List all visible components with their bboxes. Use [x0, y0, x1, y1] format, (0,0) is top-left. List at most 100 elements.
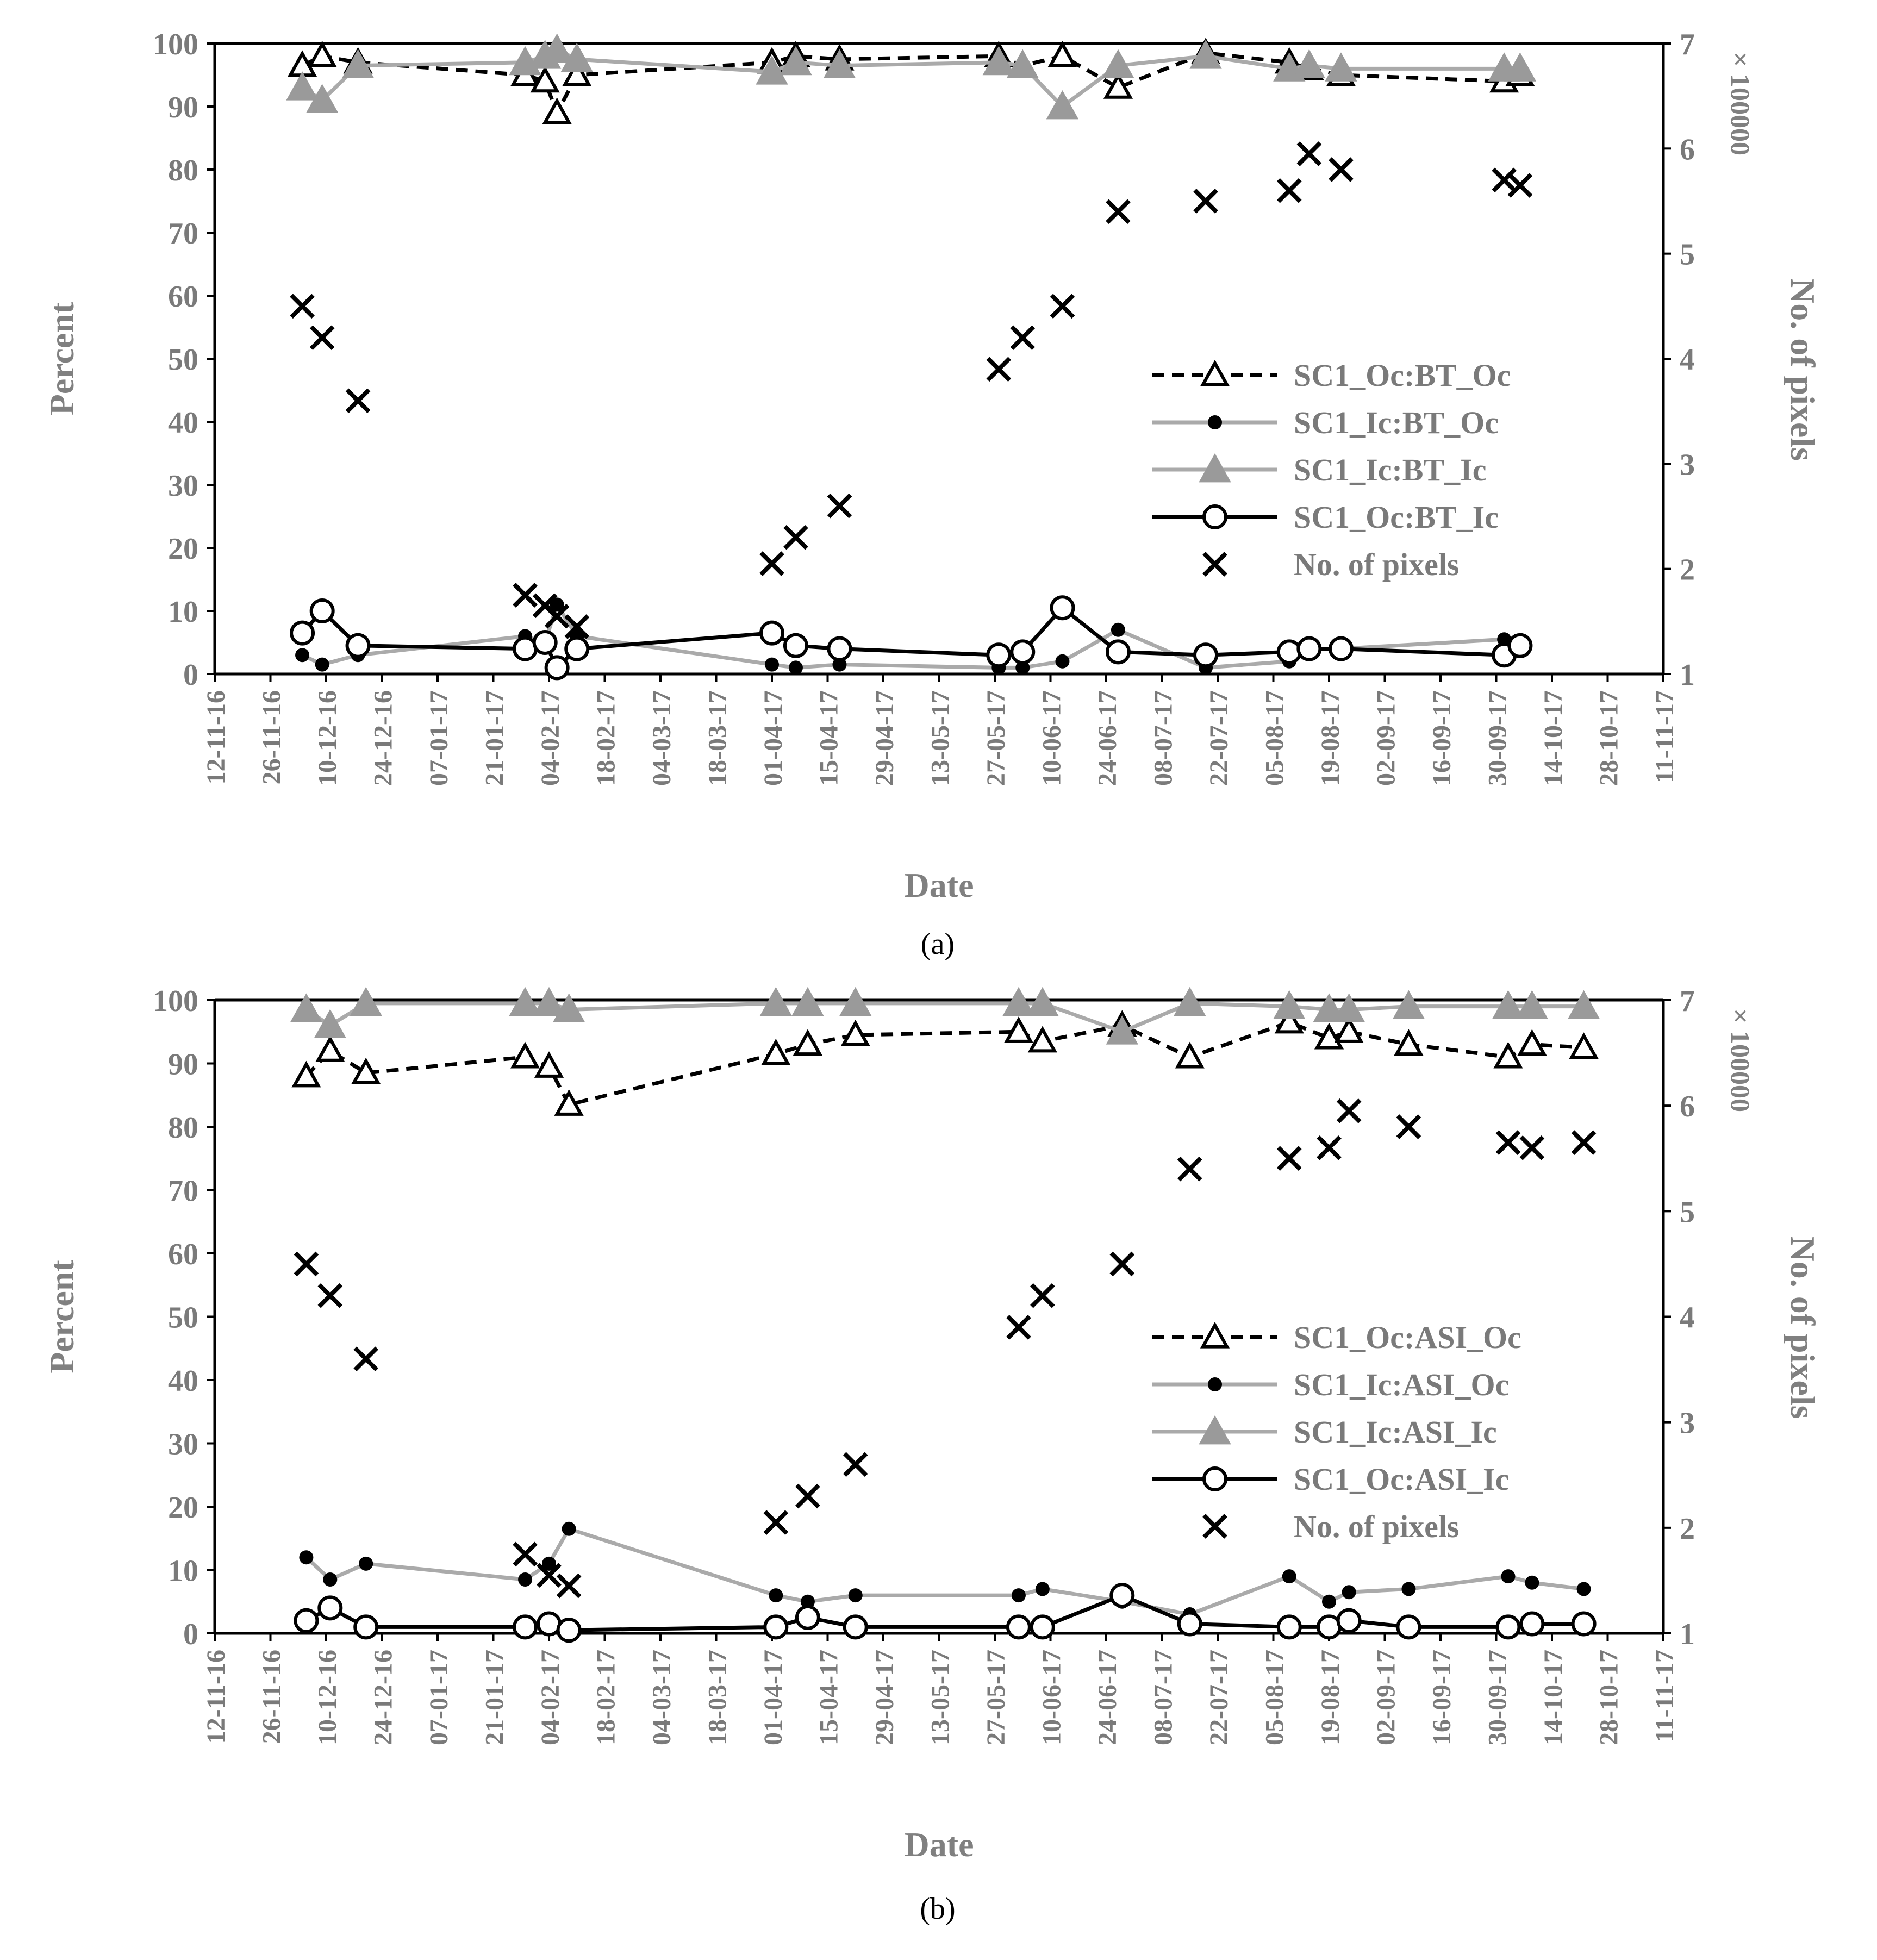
legend: SC1_Oc:ASI_Oc SC1_Ic:ASI_Oc SC1_Ic:ASI_Ic S… — [1152, 1320, 1521, 1544]
x-tick-label: 05-08-17 — [1261, 1650, 1289, 1745]
data-point — [1516, 990, 1549, 1020]
data-point — [1006, 1315, 1031, 1340]
data-point — [345, 633, 371, 658]
y-tick-label: 30 — [168, 469, 198, 503]
data-point — [509, 987, 541, 1016]
data-point — [763, 1510, 789, 1535]
data-point — [350, 987, 382, 1016]
data-point — [1282, 1569, 1296, 1584]
y-tick-label: 20 — [168, 532, 198, 566]
x-stroke — [294, 1251, 319, 1277]
legend-label: SC1_Oc:ASI_Ic — [1294, 1462, 1509, 1497]
data-point — [1334, 1016, 1364, 1043]
legend-marker — [1202, 1466, 1227, 1491]
data-point — [1273, 990, 1306, 1020]
caption-b: (b) — [920, 1892, 955, 1926]
x-stroke — [1030, 1283, 1055, 1308]
data-point — [353, 1614, 379, 1640]
x-tick-label: 04-03-17 — [647, 690, 676, 786]
data-point — [552, 993, 585, 1022]
x-stroke — [1006, 1315, 1031, 1340]
x-tick-label: 15-04-17 — [815, 690, 844, 786]
legend-label: SC1_Ic:ASI_Oc — [1294, 1367, 1509, 1402]
data-point — [1046, 90, 1079, 120]
x-tick-label: 16-09-17 — [1427, 690, 1456, 786]
data-point — [1576, 1582, 1591, 1596]
data-point — [1174, 987, 1206, 1016]
x-tick-label: 08-07-17 — [1149, 690, 1178, 786]
data-point — [1492, 167, 1517, 193]
data-point — [1105, 639, 1131, 665]
data-point — [1396, 1614, 1421, 1640]
legend-label: No. of pixels — [1294, 547, 1460, 582]
legend-label: SC1_Oc:BT_Ic — [1294, 500, 1499, 535]
x-stroke — [353, 1346, 379, 1371]
x-tick-label: 29-04-17 — [870, 690, 899, 786]
x-tick-label: 26-11-16 — [258, 690, 286, 784]
data-point — [317, 1595, 343, 1621]
data-point — [1026, 987, 1059, 1016]
x-stroke — [1507, 173, 1533, 198]
x-tick-label: 07-01-17 — [425, 1650, 453, 1745]
x-tick-label: 01-04-17 — [759, 690, 788, 786]
x-stroke — [537, 1563, 562, 1588]
y-tick-label: 10 — [168, 595, 198, 629]
data-point — [295, 648, 310, 663]
x-stroke — [843, 1452, 868, 1477]
data-point — [1329, 157, 1354, 182]
y-tick-label: 50 — [168, 1301, 198, 1335]
data-point — [1296, 636, 1322, 661]
data-point — [1003, 1016, 1034, 1043]
legend-marker — [1202, 504, 1227, 529]
series-4 — [290, 141, 1533, 639]
x-stroke — [795, 1483, 820, 1509]
legend-marker — [1199, 453, 1231, 483]
y2-tick-label: 3 — [1680, 448, 1695, 482]
data-point — [1050, 595, 1075, 621]
data-point — [1102, 49, 1134, 78]
x-stroke — [556, 1573, 582, 1599]
chart-panel-a: 0 10 20 30 40 50 60 70 80 90 100 1 2 3 4 5 6 7 12-11-16 26-… — [42, 28, 1822, 904]
x-tick-label: 08-07-17 — [1149, 1650, 1178, 1745]
series-2 — [290, 987, 1600, 1045]
x-stroke — [1336, 1098, 1362, 1123]
data-point — [839, 987, 872, 1016]
x-stroke — [1202, 552, 1227, 577]
x-tick-label: 04-02-17 — [536, 1650, 565, 1745]
data-point — [294, 1608, 319, 1633]
data-point — [823, 49, 856, 78]
y2-tick-label: 6 — [1680, 1090, 1695, 1123]
legend-label: No. of pixels — [1294, 1509, 1460, 1544]
data-point — [1109, 1251, 1135, 1277]
x-stroke — [1329, 157, 1354, 182]
data-point — [1517, 1029, 1547, 1056]
data-point — [1276, 1146, 1302, 1171]
x-tick-label: 13-05-17 — [926, 690, 955, 786]
x-tick-label: 22-07-17 — [1205, 1650, 1233, 1745]
x-tick-label: 18-03-17 — [703, 1650, 732, 1745]
legend-marker — [1200, 359, 1230, 386]
data-point — [1317, 1135, 1342, 1160]
x-tick-label: 24-12-16 — [369, 1650, 398, 1745]
data-point — [530, 66, 560, 93]
data-point — [1336, 1098, 1362, 1123]
x-tick-label: 19-08-17 — [1316, 1650, 1345, 1745]
series-1 — [295, 597, 1527, 675]
series-1 — [299, 1521, 1591, 1622]
series-4 — [294, 1098, 1597, 1599]
data-point — [1189, 40, 1222, 69]
y2-tick-label: 5 — [1680, 1195, 1695, 1229]
x-tick-label: 11-11-17 — [1650, 690, 1679, 783]
data-point — [1394, 1029, 1424, 1056]
y-tick-label: 10 — [168, 1555, 198, 1588]
data-point — [1011, 1588, 1026, 1603]
data-point — [1274, 1007, 1304, 1034]
x-axis-title: Date — [905, 866, 974, 904]
y2-axis-title: No. of pixels — [1784, 278, 1822, 461]
x-tick-label: 02-09-17 — [1372, 690, 1401, 786]
x-stroke — [1010, 325, 1036, 351]
x-tick-label: 15-04-17 — [815, 1650, 844, 1745]
x-tick-label: 19-08-17 — [1316, 690, 1345, 786]
data-point — [832, 657, 847, 672]
